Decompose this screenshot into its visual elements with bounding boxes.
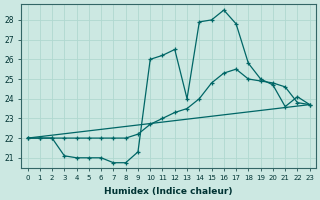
X-axis label: Humidex (Indice chaleur): Humidex (Indice chaleur) — [104, 187, 233, 196]
